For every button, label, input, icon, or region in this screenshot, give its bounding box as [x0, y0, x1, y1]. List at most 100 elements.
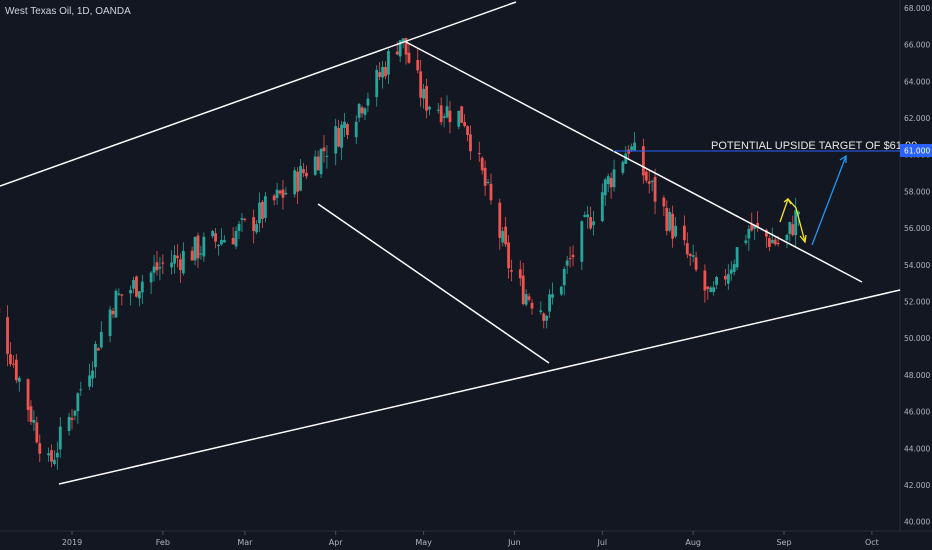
candle-up — [712, 287, 716, 292]
candle-down — [776, 242, 780, 245]
upper-channel-line[interactable] — [0, 1, 517, 187]
candle-down — [120, 294, 124, 296]
candle-down — [571, 254, 575, 258]
candle-up — [211, 230, 215, 237]
candle-up — [545, 315, 549, 321]
candle-up — [445, 106, 449, 118]
candle-up — [255, 224, 258, 233]
candle-down — [647, 181, 651, 184]
candle-down — [12, 363, 15, 365]
candle-up — [562, 268, 566, 286]
candle-up — [319, 149, 323, 175]
candle-down — [773, 239, 777, 245]
candle-up — [234, 230, 238, 247]
candle-up — [398, 40, 402, 57]
candle-down — [439, 105, 443, 123]
candle-down — [35, 422, 39, 443]
candle-down — [463, 122, 467, 127]
candle-up — [539, 310, 543, 313]
candle-down — [38, 443, 42, 454]
candle-up — [551, 294, 554, 298]
candle-down — [281, 189, 285, 198]
candle-down — [682, 225, 686, 241]
y-tick-label: 58.000 — [904, 187, 930, 196]
candle-down — [641, 146, 645, 176]
price-tag: 61.000 — [900, 144, 932, 157]
candle-down — [161, 262, 165, 264]
candle-down — [384, 66, 387, 77]
y-tick-label: 66.000 — [904, 41, 930, 50]
x-tick-label: Apr — [329, 538, 344, 547]
candle-up — [621, 161, 625, 173]
candle-up — [606, 176, 610, 185]
candle-down — [767, 238, 771, 247]
candle-down — [190, 250, 194, 261]
y-tick-label: 52.000 — [904, 298, 930, 307]
candle-up — [794, 210, 798, 236]
y-tick-label: 48.000 — [904, 371, 930, 380]
candle-down — [378, 72, 382, 77]
chart-title: West Texas Oil, 1D, OANDA — [5, 6, 131, 17]
candle-up — [343, 121, 346, 128]
candle-down — [518, 269, 522, 279]
time-axis[interactable]: 2019 Feb Mar Apr May Jun Jul Aug Sep Oct — [62, 531, 879, 547]
candle-up — [428, 106, 431, 110]
target-annotation: POTENTIAL UPSIDE TARGET OF $61.00 — [711, 140, 917, 152]
candle-down — [723, 275, 727, 280]
candle-down — [665, 207, 669, 232]
drawings — [0, 1, 901, 485]
candle-up — [565, 260, 569, 266]
candle-up — [753, 224, 757, 229]
candle-down — [296, 171, 300, 192]
candle-up — [132, 280, 135, 289]
candle-up — [583, 215, 587, 217]
candle-up — [173, 255, 176, 264]
candle-up — [788, 222, 792, 234]
candle-down — [498, 202, 502, 238]
candle-up — [149, 272, 153, 283]
candle-down — [688, 254, 692, 256]
candle-up — [193, 236, 197, 261]
price-axis[interactable]: 68.00066.00064.00062.00060.00058.00056.0… — [904, 4, 930, 527]
candle-up — [442, 116, 446, 118]
y-tick-label: 54.000 — [904, 261, 930, 270]
candle-down — [653, 176, 657, 202]
x-tick-label: Jul — [597, 538, 608, 547]
candle-up — [603, 179, 607, 196]
candle-down — [685, 243, 689, 255]
candle-up — [240, 218, 244, 220]
candle-up — [58, 426, 62, 450]
candle-down — [694, 257, 698, 270]
descending-resistance-line[interactable] — [405, 41, 863, 283]
candle-down — [589, 217, 593, 229]
candle-down — [305, 172, 308, 177]
candle-up — [284, 192, 288, 195]
candle-up — [612, 169, 616, 188]
candle-down — [14, 359, 18, 381]
candle-up — [735, 247, 739, 268]
candle-up — [633, 142, 636, 151]
candle-up — [220, 239, 223, 245]
candle-up — [325, 155, 329, 157]
candle-down — [756, 222, 760, 228]
candle-down — [480, 157, 484, 171]
candle-down — [791, 224, 795, 236]
descending-channel-lower-line[interactable] — [317, 203, 550, 364]
candle-up — [691, 255, 695, 257]
candle-down — [322, 147, 326, 152]
lower-support-trendline[interactable] — [58, 289, 901, 485]
candle-down — [302, 169, 305, 174]
x-tick-label: Aug — [685, 538, 701, 547]
candle-up — [293, 170, 297, 195]
candle-up — [217, 244, 220, 246]
candle-down — [29, 406, 33, 422]
candle-up — [357, 104, 361, 118]
candle-up — [17, 377, 21, 382]
candle-up — [152, 266, 156, 273]
candle-up — [726, 274, 730, 284]
candle-up — [88, 375, 91, 387]
candle-down — [460, 106, 464, 123]
candle-down — [50, 450, 53, 462]
candle-up — [263, 196, 267, 218]
